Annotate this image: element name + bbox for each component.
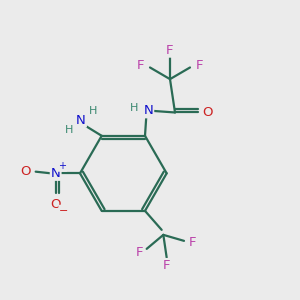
Text: F: F: [196, 59, 203, 72]
Text: F: F: [166, 44, 174, 57]
Text: N: N: [143, 104, 153, 117]
Text: +: +: [58, 161, 66, 171]
Text: F: F: [137, 59, 144, 72]
Text: H: H: [89, 106, 98, 116]
Text: N: N: [76, 114, 86, 127]
Text: F: F: [188, 236, 196, 249]
Text: O: O: [20, 165, 30, 178]
Text: N: N: [51, 167, 61, 180]
Text: O: O: [50, 197, 61, 211]
Text: F: F: [136, 246, 143, 259]
Text: −: −: [59, 206, 69, 216]
Text: H: H: [130, 103, 138, 113]
Text: O: O: [202, 106, 213, 119]
Text: H: H: [65, 125, 73, 135]
Text: F: F: [163, 259, 170, 272]
